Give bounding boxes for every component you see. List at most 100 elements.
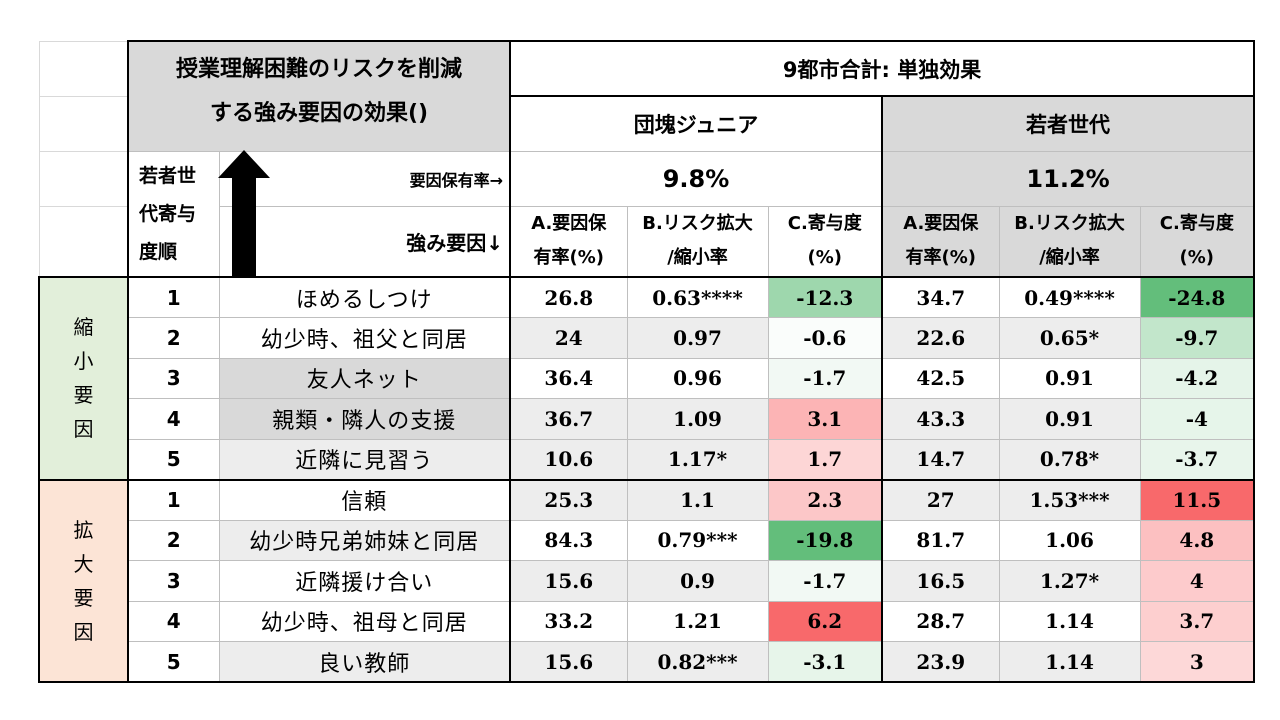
dankai-a-cell: 26.8 bbox=[509, 276, 628, 318]
group-wakamono: 若者世代 bbox=[881, 95, 1256, 152]
col-b-line2-w: /縮小率 bbox=[1039, 247, 1100, 269]
col-a-header-w: A.要因保 有率(%) bbox=[881, 205, 1000, 278]
factor-cell: ほめるしつけ bbox=[218, 276, 511, 318]
wakamono-a-cell: 42.5 bbox=[881, 357, 1000, 399]
col-c-header-w: C.寄与度 (%) bbox=[1139, 205, 1256, 278]
possession-label: 要因保有率→ bbox=[409, 170, 504, 190]
dankai-a-cell: 84.3 bbox=[509, 519, 628, 561]
wakamono-b-cell: 1.06 bbox=[998, 519, 1141, 561]
title-line2: する強み要因の効果() bbox=[209, 101, 429, 126]
wakamono-b-cell: 0.91 bbox=[998, 398, 1141, 440]
wakamono-c-cell: -3.7 bbox=[1139, 438, 1256, 480]
section-label-shrink: 縮小要因 bbox=[38, 276, 129, 480]
wakamono-c-cell: -9.7 bbox=[1139, 317, 1256, 359]
dankai-b-cell: 1.17* bbox=[626, 438, 769, 480]
strength-label-cell: 強み要因↓ bbox=[218, 205, 511, 278]
col-c-line1: C.寄与度 bbox=[787, 213, 862, 235]
risk-table: 授業理解困難のリスクを削減 する強み要因の効果() 9都市合計: 単独効果 団塊… bbox=[38, 40, 1256, 683]
table-row: 3 友人ネット 36.4 0.96 -1.7 42.5 0.91 -4.2 bbox=[39, 357, 1256, 399]
col-a-line2-w: 有率(%) bbox=[905, 247, 977, 269]
rank-label-cell: 若者世代寄与度順 bbox=[127, 150, 220, 278]
col-c-line2-w: (%) bbox=[1179, 247, 1215, 269]
table-row: 4 親類・隣人の支援 36.7 1.09 3.1 43.3 0.91 -4 bbox=[39, 398, 1256, 440]
factor-cell: 幼少時、祖母と同居 bbox=[218, 600, 511, 642]
wakamono-b-cell: 0.91 bbox=[998, 357, 1141, 399]
table-row: 4 幼少時、祖母と同居 33.2 1.21 6.2 28.7 1.14 3.7 bbox=[39, 600, 1256, 642]
title-line1: 授業理解困難のリスクを削減 bbox=[176, 57, 463, 82]
factor-cell: 幼少時、祖父と同居 bbox=[218, 317, 511, 359]
wakamono-b-cell: 1.27* bbox=[998, 560, 1141, 602]
rank-cell: 2 bbox=[127, 519, 220, 561]
table-row: 拡大要因 1 信頼 25.3 1.1 2.3 27 1.53*** 11.5 bbox=[38, 478, 1256, 683]
factor-cell: 友人ネット bbox=[218, 357, 511, 399]
wakamono-b-cell: 0.78* bbox=[998, 438, 1141, 480]
factor-cell: 信頼 bbox=[218, 478, 511, 521]
dankai-c-cell: -1.7 bbox=[767, 357, 883, 399]
dankai-b-cell: 0.96 bbox=[626, 357, 769, 399]
wakamono-b-cell: 0.65* bbox=[998, 317, 1141, 359]
table-row: 縮小要因 1 ほめるしつけ 26.8 0.63**** -12.3 34.7 0.49****… bbox=[38, 276, 1256, 480]
dankai-b-cell: 1.21 bbox=[626, 600, 769, 642]
dankai-c-cell: -0.6 bbox=[767, 317, 883, 359]
dankai-c-cell: -19.8 bbox=[767, 519, 883, 561]
rank-cell: 1 bbox=[127, 478, 220, 521]
up-arrow-icon bbox=[218, 150, 270, 276]
blank-cell bbox=[38, 40, 129, 97]
dankai-c-cell: 3.1 bbox=[767, 398, 883, 440]
blank-cell bbox=[38, 95, 129, 152]
wakamono-b-cell: 0.49**** bbox=[998, 276, 1141, 318]
wakamono-c-cell: -4 bbox=[1139, 398, 1256, 440]
dankai-b-cell: 0.63**** bbox=[626, 276, 769, 318]
wakamono-b-cell: 1.53*** bbox=[998, 478, 1141, 521]
col-b-line2: /縮小率 bbox=[667, 247, 728, 269]
col-c-header: C.寄与度 (%) bbox=[767, 205, 883, 278]
wakamono-a-cell: 23.9 bbox=[881, 641, 1000, 683]
rate-wakamono: 11.2% bbox=[881, 150, 1256, 207]
dankai-b-cell: 0.9 bbox=[626, 560, 769, 602]
section-label-expand: 拡大要因 bbox=[38, 478, 129, 683]
wakamono-c-cell: 3 bbox=[1139, 641, 1256, 683]
blank-cell bbox=[38, 150, 129, 207]
wakamono-a-cell: 81.7 bbox=[881, 519, 1000, 561]
table-title: 授業理解困難のリスクを削減 する強み要因の効果() bbox=[126, 40, 511, 152]
wakamono-c-cell: 4 bbox=[1139, 560, 1256, 602]
possession-label-cell: 要因保有率→ bbox=[218, 150, 511, 207]
rank-cell: 3 bbox=[127, 357, 220, 399]
table-row: 2 幼少時、祖父と同居 24 0.97 -0.6 22.6 0.65* -9.7 bbox=[39, 317, 1256, 359]
dankai-c-cell: 2.3 bbox=[767, 478, 883, 521]
wakamono-a-cell: 27 bbox=[881, 478, 1000, 521]
col-b-line1: B.リスク拡大 bbox=[642, 213, 753, 235]
wakamono-a-cell: 22.6 bbox=[881, 317, 1000, 359]
dankai-c-cell: -3.1 bbox=[767, 641, 883, 683]
factor-cell: 近隣援け合い bbox=[218, 560, 511, 602]
dankai-b-cell: 0.82*** bbox=[626, 641, 769, 683]
rank-cell: 5 bbox=[127, 641, 220, 683]
wakamono-a-cell: 34.7 bbox=[881, 276, 1000, 318]
col-c-line1-w: C.寄与度 bbox=[1159, 213, 1234, 235]
dankai-a-cell: 10.6 bbox=[509, 438, 628, 480]
table-row: 5 近隣に見習う 10.6 1.17* 1.7 14.7 0.78* -3.7 bbox=[39, 438, 1256, 480]
col-b-line1-w: B.リスク拡大 bbox=[1014, 213, 1125, 235]
col-a-line1: A.要因保 bbox=[531, 213, 607, 235]
factor-cell: 近隣に見習う bbox=[218, 438, 511, 480]
dankai-a-cell: 36.4 bbox=[509, 357, 628, 399]
dankai-c-cell: -1.7 bbox=[767, 560, 883, 602]
dankai-b-cell: 0.79*** bbox=[626, 519, 769, 561]
dankai-a-cell: 36.7 bbox=[509, 398, 628, 440]
summary-header: 9都市合計: 単独効果 bbox=[509, 40, 1256, 97]
col-c-line2: (%) bbox=[807, 247, 843, 269]
rank-cell: 1 bbox=[127, 276, 220, 318]
dankai-a-cell: 25.3 bbox=[509, 478, 628, 521]
col-b-header: B.リスク拡大 /縮小率 bbox=[626, 205, 769, 278]
col-a-line1-w: A.要因保 bbox=[903, 213, 979, 235]
dankai-c-cell: 1.7 bbox=[767, 438, 883, 480]
dankai-b-cell: 1.09 bbox=[626, 398, 769, 440]
col-a-header: A.要因保 有率(%) bbox=[509, 205, 628, 278]
blank-cell bbox=[38, 205, 129, 278]
table-row: 5 良い教師 15.6 0.82*** -3.1 23.9 1.14 3 bbox=[39, 641, 1256, 683]
wakamono-a-cell: 43.3 bbox=[881, 398, 1000, 440]
dankai-c-cell: 6.2 bbox=[767, 600, 883, 642]
dankai-a-cell: 24 bbox=[509, 317, 628, 359]
col-a-line2: 有率(%) bbox=[533, 247, 605, 269]
col-b-header-w: B.リスク拡大 /縮小率 bbox=[998, 205, 1141, 278]
